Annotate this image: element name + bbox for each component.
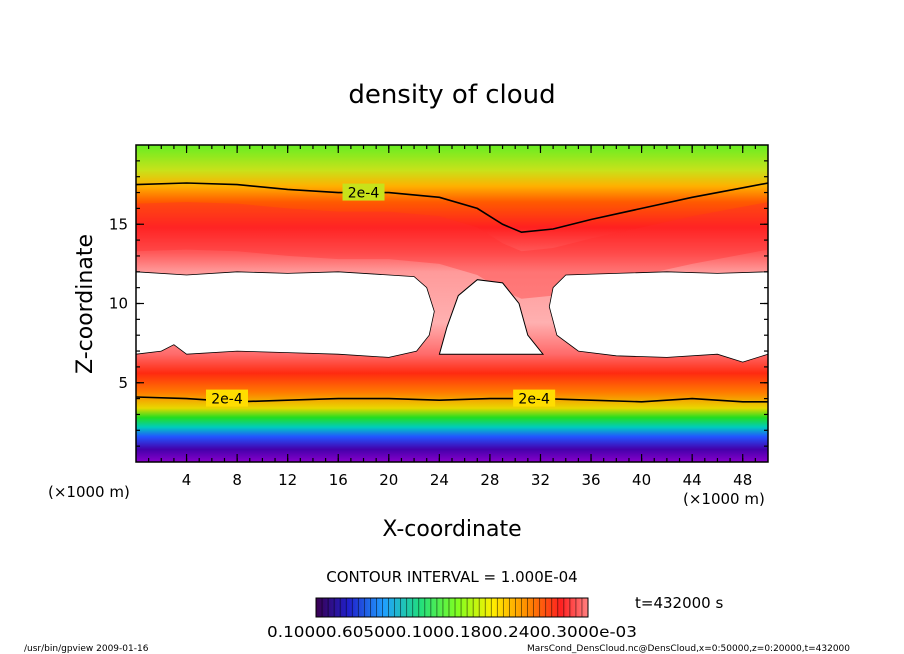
contour-label: 2e-4 [348,186,380,202]
clear-region-right [549,271,768,363]
clear-region-edge-left [136,271,435,358]
x-axis-label: X-coordinate [382,517,521,542]
x-units-right: (×1000 m) [683,490,765,508]
y-axis-label: Z-coordinate [73,234,98,374]
chart-title: density of cloud [348,80,555,110]
x-tick-label: 32 [531,471,550,489]
contour-label-bg [513,389,556,407]
y-tick-label: 15 [109,215,128,233]
x-tick-label: 24 [430,471,449,489]
contour-line-upper [136,182,768,234]
clear-region-center [438,279,545,355]
x-tick-label: 12 [278,471,297,489]
contour-interval-text: CONTOUR INTERVAL = 1.000E-04 [326,568,577,586]
time-label: t=432000 s [635,594,723,612]
contour-label: 2e-4 [211,392,243,408]
x-tick-label: 40 [632,471,651,489]
plot-field: 2e-4 2e-4 2e-4 [136,145,768,462]
contour-label-bg [206,389,249,407]
x-tick-label: 8 [232,471,242,489]
y-tick-label: 10 [109,295,128,313]
clear-region-left [136,271,435,358]
x-tick-label: 36 [581,471,600,489]
x-tick-label: 48 [733,471,752,489]
footer-left: /usr/bin/gpview 2009-01-16 [24,644,149,654]
y-tick-label: 5 [118,374,128,392]
footer-right: MarsCond_DensCloud.nc@DensCloud,x=0:5000… [527,644,850,654]
colorbar-tick-labels: 0.10000.605000.1000.1800.2400.3000e-03 [267,623,637,641]
x-tick-label: 44 [683,471,702,489]
contour-label: 2e-4 [518,392,550,408]
colorbar [315,597,589,618]
x-tick-label: 28 [480,471,499,489]
x-tick-label: 4 [182,471,192,489]
x-tick-label: 16 [329,471,348,489]
colorbar-stripes [321,598,583,617]
clear-region-edge-right [548,271,768,363]
x-units-left: (×1000 m) [48,483,130,501]
x-tick-label: 20 [379,471,398,489]
contour-label-bg [342,183,385,201]
